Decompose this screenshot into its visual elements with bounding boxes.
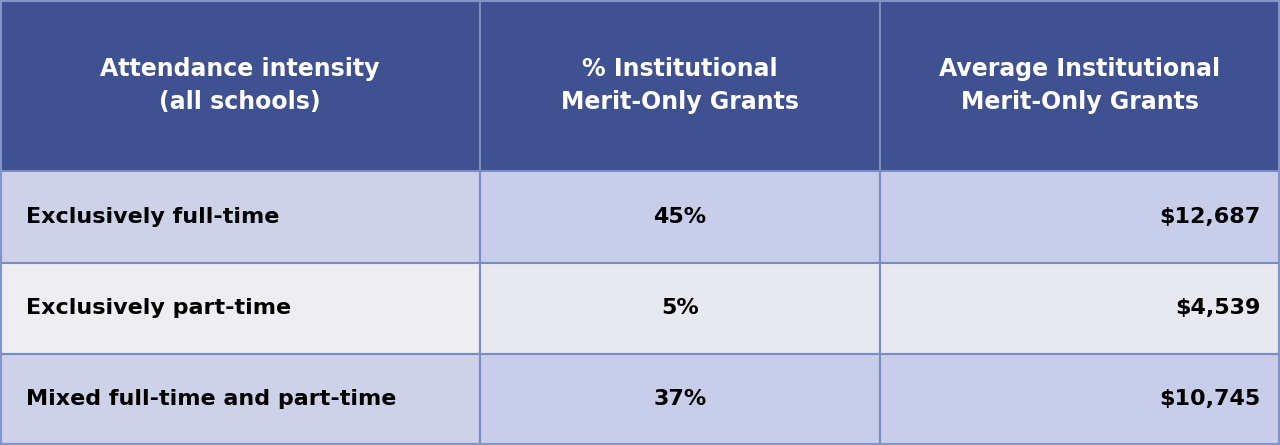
Bar — [0, 171, 480, 263]
Bar — [480, 263, 881, 354]
Text: Attendance intensity
(all schools): Attendance intensity (all schools) — [100, 57, 380, 114]
Text: Exclusively full-time: Exclusively full-time — [26, 207, 279, 227]
Bar — [881, 263, 1280, 354]
Text: $10,745: $10,745 — [1160, 389, 1261, 409]
Bar — [881, 0, 1280, 171]
Text: % Institutional
Merit-Only Grants: % Institutional Merit-Only Grants — [561, 57, 799, 114]
Bar — [0, 263, 480, 354]
Bar — [0, 354, 480, 445]
Text: 45%: 45% — [653, 207, 707, 227]
Bar — [0, 0, 480, 171]
Text: Mixed full-time and part-time: Mixed full-time and part-time — [26, 389, 396, 409]
Bar — [480, 171, 881, 263]
Bar — [480, 354, 881, 445]
Bar — [480, 0, 881, 171]
Text: 37%: 37% — [653, 389, 707, 409]
Text: 5%: 5% — [662, 298, 699, 318]
Bar — [881, 354, 1280, 445]
Text: $4,539: $4,539 — [1175, 298, 1261, 318]
Bar — [881, 171, 1280, 263]
Text: Average Institutional
Merit-Only Grants: Average Institutional Merit-Only Grants — [940, 57, 1221, 114]
Text: Exclusively part-time: Exclusively part-time — [26, 298, 291, 318]
Text: $12,687: $12,687 — [1160, 207, 1261, 227]
